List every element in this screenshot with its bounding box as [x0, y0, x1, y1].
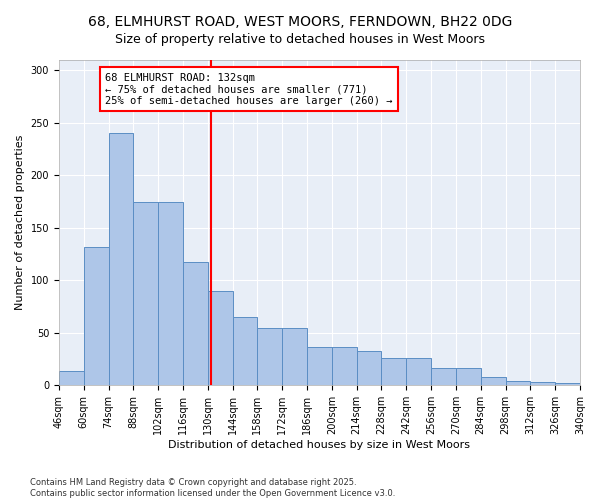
Bar [133, 202, 158, 386]
Bar [183, 262, 208, 386]
Text: Contains HM Land Registry data © Crown copyright and database right 2025.
Contai: Contains HM Land Registry data © Crown c… [30, 478, 395, 498]
X-axis label: Distribution of detached houses by size in West Moors: Distribution of detached houses by size … [169, 440, 470, 450]
Bar [84, 247, 109, 386]
Bar [109, 134, 133, 386]
Bar [257, 328, 282, 386]
Bar [456, 368, 481, 386]
Bar [208, 291, 233, 386]
Bar [555, 383, 580, 386]
Bar [332, 346, 356, 386]
Text: 68 ELMHURST ROAD: 132sqm
← 75% of detached houses are smaller (771)
25% of semi-: 68 ELMHURST ROAD: 132sqm ← 75% of detach… [105, 72, 392, 106]
Y-axis label: Number of detached properties: Number of detached properties [15, 135, 25, 310]
Bar [282, 328, 307, 386]
Bar [530, 382, 555, 386]
Bar [506, 381, 530, 386]
Bar [431, 368, 456, 386]
Bar [59, 370, 84, 386]
Bar [233, 317, 257, 386]
Bar [406, 358, 431, 386]
Text: Size of property relative to detached houses in West Moors: Size of property relative to detached ho… [115, 32, 485, 46]
Bar [382, 358, 406, 386]
Bar [158, 202, 183, 386]
Bar [356, 350, 382, 386]
Bar [307, 346, 332, 386]
Text: 68, ELMHURST ROAD, WEST MOORS, FERNDOWN, BH22 0DG: 68, ELMHURST ROAD, WEST MOORS, FERNDOWN,… [88, 15, 512, 29]
Bar [481, 377, 506, 386]
